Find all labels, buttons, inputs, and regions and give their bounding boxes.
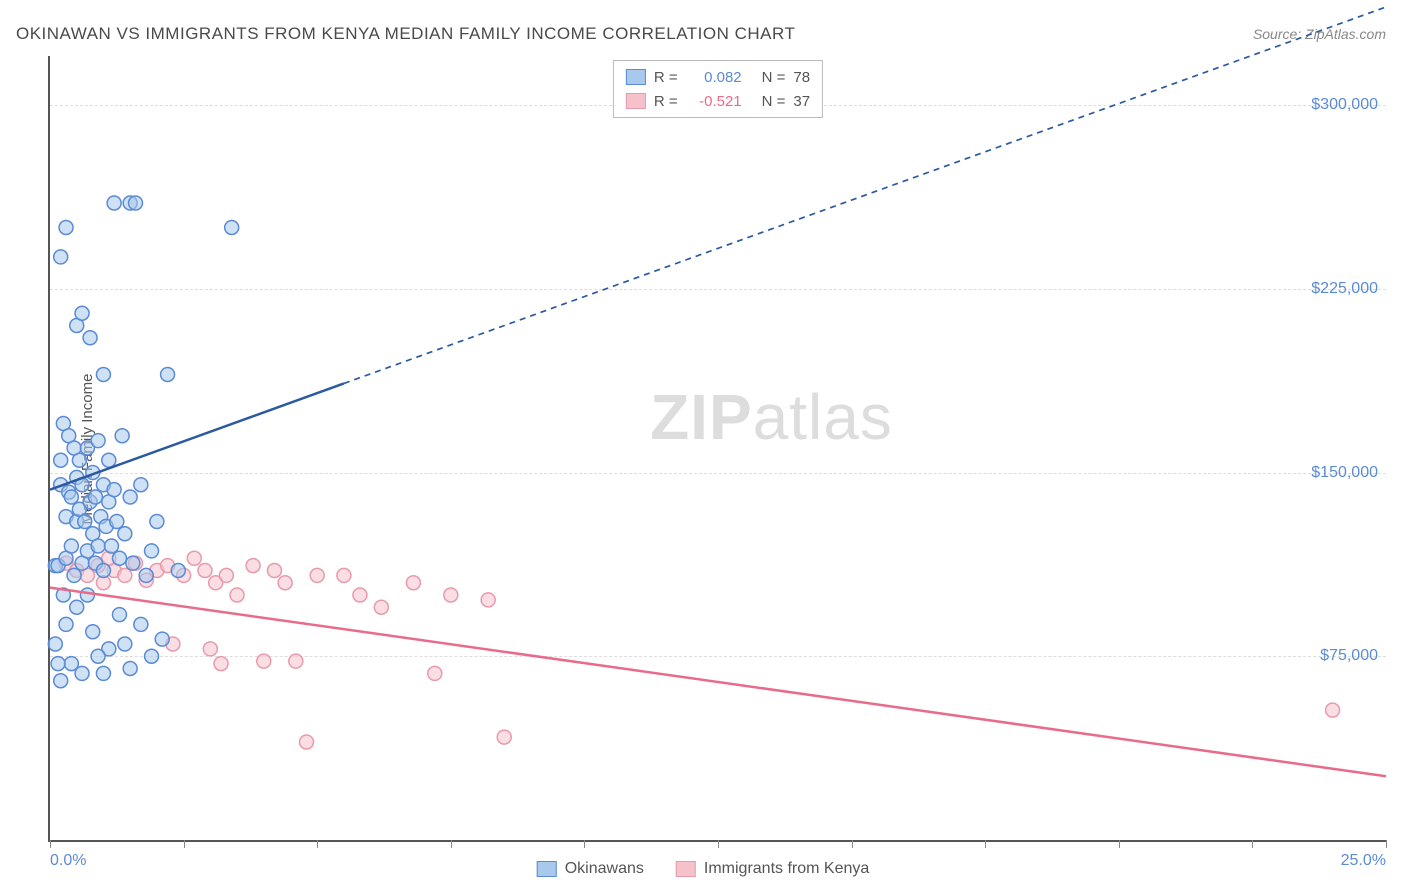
scatter-point xyxy=(51,657,65,671)
scatter-point xyxy=(203,642,217,656)
legend-row-blue: R = 0.082 N = 78 xyxy=(626,65,810,89)
plot-area: ZIPatlas $75,000$150,000$225,000$300,000… xyxy=(48,56,1386,842)
scatter-point xyxy=(59,617,73,631)
scatter-point xyxy=(374,600,388,614)
scatter-point xyxy=(112,608,126,622)
scatter-point xyxy=(278,576,292,590)
scatter-point xyxy=(70,600,84,614)
swatch-pink xyxy=(676,861,696,877)
scatter-point xyxy=(67,568,81,582)
scatter-point xyxy=(246,559,260,573)
correlation-legend: R = 0.082 N = 78 R = -0.521 N = 37 xyxy=(613,60,823,118)
x-tick-label: 0.0% xyxy=(50,852,86,870)
scatter-point xyxy=(86,625,100,639)
scatter-point xyxy=(64,490,78,504)
scatter-point xyxy=(123,490,137,504)
scatter-point xyxy=(225,221,239,235)
n-value-blue: 78 xyxy=(793,69,810,86)
scatter-point xyxy=(91,434,105,448)
legend-row-pink: R = -0.521 N = 37 xyxy=(626,89,810,113)
scatter-point xyxy=(126,556,140,570)
scatter-point xyxy=(300,735,314,749)
scatter-point xyxy=(59,221,73,235)
scatter-point xyxy=(267,564,281,578)
scatter-point xyxy=(134,617,148,631)
scatter-point xyxy=(107,196,121,210)
r-value-pink: -0.521 xyxy=(686,93,742,110)
scatter-point xyxy=(129,196,143,210)
scatter-point xyxy=(96,666,110,680)
legend-item-blue: Okinawans xyxy=(537,860,644,878)
n-label: N = xyxy=(762,93,786,110)
scatter-point xyxy=(150,515,164,529)
scatter-point xyxy=(54,250,68,264)
n-value-pink: 37 xyxy=(793,93,810,110)
scatter-point xyxy=(1326,703,1340,717)
scatter-point xyxy=(257,654,271,668)
swatch-blue xyxy=(537,861,557,877)
scatter-point xyxy=(112,551,126,565)
scatter-point xyxy=(96,368,110,382)
scatter-point xyxy=(54,453,68,467)
chart-container: Median Family Income ZIPatlas $75,000$15… xyxy=(48,56,1386,842)
scatter-point xyxy=(118,527,132,541)
scatter-point xyxy=(96,564,110,578)
scatter-point xyxy=(289,654,303,668)
scatter-point xyxy=(88,490,102,504)
scatter-point xyxy=(406,576,420,590)
scatter-point xyxy=(497,730,511,744)
scatter-point xyxy=(219,568,233,582)
scatter-point xyxy=(139,568,153,582)
scatter-point xyxy=(110,515,124,529)
scatter-point xyxy=(444,588,458,602)
scatter-point xyxy=(54,674,68,688)
legend-item-pink: Immigrants from Kenya xyxy=(676,860,869,878)
scatter-point xyxy=(214,657,228,671)
series-name-pink: Immigrants from Kenya xyxy=(704,860,869,878)
scatter-point xyxy=(353,588,367,602)
scatter-point xyxy=(78,515,92,529)
chart-title: OKINAWAN VS IMMIGRANTS FROM KENYA MEDIAN… xyxy=(16,24,795,44)
scatter-point xyxy=(145,544,159,558)
scatter-point xyxy=(115,429,129,443)
scatter-point xyxy=(107,483,121,497)
scatter-point xyxy=(161,368,175,382)
r-label: R = xyxy=(654,69,678,86)
scatter-point xyxy=(91,539,105,553)
scatter-point xyxy=(64,539,78,553)
scatter-point xyxy=(230,588,244,602)
scatter-point xyxy=(75,306,89,320)
scatter-point xyxy=(155,632,169,646)
source-attribution: Source: ZipAtlas.com xyxy=(1253,26,1386,42)
scatter-point xyxy=(481,593,495,607)
scatter-point xyxy=(102,453,116,467)
scatter-point xyxy=(123,662,137,676)
r-value-blue: 0.082 xyxy=(686,69,742,86)
scatter-point xyxy=(337,568,351,582)
scatter-point xyxy=(428,666,442,680)
scatter-point xyxy=(75,666,89,680)
scatter-point xyxy=(171,564,185,578)
scatter-point xyxy=(118,568,132,582)
scatter-point xyxy=(187,551,201,565)
swatch-pink xyxy=(626,93,646,109)
scatter-point xyxy=(198,564,212,578)
scatter-point xyxy=(72,453,86,467)
swatch-blue xyxy=(626,69,646,85)
series-legend: Okinawans Immigrants from Kenya xyxy=(537,860,870,878)
scatter-point xyxy=(91,649,105,663)
scatter-point xyxy=(80,588,94,602)
x-tick-label: 25.0% xyxy=(1341,852,1386,870)
scatter-point xyxy=(145,649,159,663)
scatter-point xyxy=(118,637,132,651)
scatter-plot-svg xyxy=(50,56,1386,840)
series-name-blue: Okinawans xyxy=(565,860,644,878)
scatter-point xyxy=(134,478,148,492)
scatter-point xyxy=(83,331,97,345)
scatter-point xyxy=(310,568,324,582)
scatter-point xyxy=(104,539,118,553)
n-label: N = xyxy=(762,69,786,86)
r-label: R = xyxy=(654,93,678,110)
scatter-point xyxy=(48,637,62,651)
